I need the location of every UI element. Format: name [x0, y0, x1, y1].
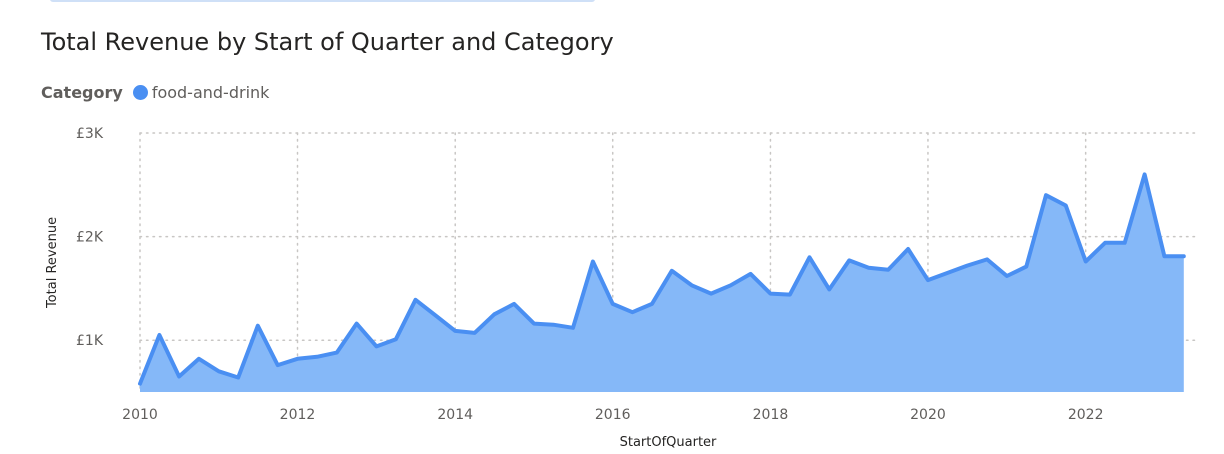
data-point[interactable]: [393, 336, 399, 342]
data-point[interactable]: [314, 354, 320, 360]
plot-area: [137, 171, 1187, 392]
x-tick-label: 2014: [437, 407, 473, 423]
x-axis-title: StartOfQuarter: [620, 435, 717, 450]
data-point[interactable]: [550, 322, 556, 328]
data-point[interactable]: [373, 343, 379, 349]
data-point[interactable]: [1004, 273, 1010, 279]
data-point[interactable]: [669, 268, 675, 274]
data-point[interactable]: [846, 257, 852, 263]
data-point[interactable]: [866, 265, 872, 271]
y-tick-label: £2K: [76, 230, 104, 246]
data-point[interactable]: [629, 309, 635, 315]
data-point[interactable]: [137, 381, 143, 387]
x-axis-ticks: 2010 2012 2014 2016 2018 2020 2022: [122, 407, 1103, 423]
data-point[interactable]: [275, 362, 281, 368]
data-point[interactable]: [945, 270, 951, 276]
data-point[interactable]: [472, 330, 478, 336]
data-point[interactable]: [787, 292, 793, 298]
data-point[interactable]: [176, 373, 182, 379]
data-point[interactable]: [1161, 253, 1167, 259]
header-accent-bar: [50, 0, 595, 2]
data-point[interactable]: [1043, 192, 1049, 198]
y-tick-label: £3K: [76, 126, 104, 142]
x-tick-label: 2012: [280, 407, 316, 423]
data-point[interactable]: [334, 350, 340, 356]
data-point[interactable]: [1102, 240, 1108, 246]
data-point[interactable]: [649, 301, 655, 307]
data-point[interactable]: [826, 286, 832, 292]
series-line-food-and-drink[interactable]: [138, 172, 1186, 386]
data-point[interactable]: [413, 297, 419, 303]
data-point[interactable]: [689, 282, 695, 288]
x-tick-label: 2022: [1068, 407, 1104, 423]
data-point[interactable]: [255, 323, 261, 329]
data-point[interactable]: [1181, 253, 1187, 259]
data-point[interactable]: [748, 271, 754, 277]
series-area-food-and-drink: [140, 174, 1184, 392]
data-point[interactable]: [708, 291, 714, 297]
y-axis-ticks: £1K £2K £3K: [76, 126, 104, 349]
data-point[interactable]: [570, 325, 576, 331]
legend-title: Category: [41, 83, 123, 102]
data-point[interactable]: [984, 256, 990, 262]
data-point[interactable]: [590, 258, 596, 264]
x-tick-label: 2018: [753, 407, 789, 423]
data-point[interactable]: [905, 246, 911, 252]
data-point[interactable]: [235, 374, 241, 380]
data-point[interactable]: [216, 368, 222, 374]
legend: Category food-and-drink: [41, 83, 269, 102]
data-point[interactable]: [1142, 171, 1148, 177]
data-point[interactable]: [491, 311, 497, 317]
data-point[interactable]: [728, 282, 734, 288]
data-point[interactable]: [1122, 240, 1128, 246]
data-point[interactable]: [1083, 258, 1089, 264]
data-point[interactable]: [767, 291, 773, 297]
x-tick-label: 2016: [595, 407, 631, 423]
data-point[interactable]: [925, 277, 931, 283]
y-tick-label: £1K: [76, 333, 104, 349]
x-tick-label: 2010: [122, 407, 158, 423]
data-point[interactable]: [156, 332, 162, 338]
data-point[interactable]: [1023, 264, 1029, 270]
legend-item-food-and-drink[interactable]: food-and-drink: [151, 83, 270, 102]
chart-title: Total Revenue by Start of Quarter and Ca…: [41, 28, 614, 56]
data-point[interactable]: [196, 356, 202, 362]
data-point[interactable]: [452, 328, 458, 334]
data-point[interactable]: [531, 321, 537, 327]
data-point[interactable]: [295, 356, 301, 362]
data-point[interactable]: [885, 267, 891, 273]
data-point[interactable]: [432, 312, 438, 318]
data-point[interactable]: [354, 321, 360, 327]
data-point[interactable]: [1063, 203, 1069, 209]
legend-swatch: [132, 85, 148, 100]
y-axis-title: Total Revenue: [45, 217, 60, 309]
data-point[interactable]: [806, 254, 812, 260]
x-tick-label: 2020: [910, 407, 946, 423]
data-point[interactable]: [610, 301, 616, 307]
data-point[interactable]: [511, 301, 517, 307]
data-point[interactable]: [964, 263, 970, 269]
